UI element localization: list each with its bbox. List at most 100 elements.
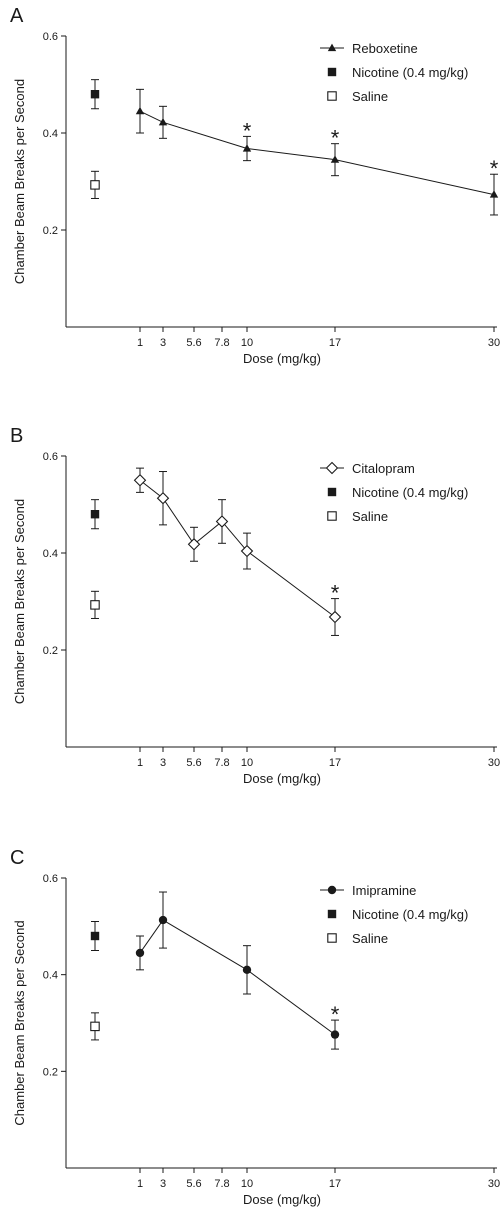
series-nicotine — [90, 921, 100, 951]
significance-marker: * — [331, 126, 340, 151]
y-axis-label: Chamber Beam Breaks per Second — [12, 499, 27, 704]
legend-marker — [327, 67, 337, 77]
y-axis-label: Chamber Beam Breaks per Second — [12, 79, 27, 284]
data-point — [215, 515, 229, 528]
y-tick-label: 0.6 — [43, 873, 58, 885]
legend-marker — [327, 933, 337, 943]
legend-label: Nicotine (0.4 mg/kg) — [352, 485, 468, 500]
panel-label: C — [10, 847, 24, 869]
data-point — [187, 538, 201, 551]
data-point — [135, 948, 145, 958]
legend-label: Saline — [352, 931, 388, 946]
data-point — [328, 610, 342, 624]
legend-entry: Reboxetine — [320, 41, 418, 56]
legend-entry: Saline — [327, 931, 388, 946]
x-tick-label: 3 — [160, 757, 166, 769]
significance-marker: * — [490, 156, 499, 181]
series-line — [139, 919, 336, 1036]
reference-point — [90, 180, 100, 190]
reference-point — [90, 931, 100, 941]
x-tick-label: 30 — [488, 337, 500, 349]
y-tick-label: 0.6 — [43, 31, 58, 43]
series-saline — [90, 590, 100, 619]
legend-label: Citalopram — [352, 461, 415, 476]
y-axis-label: Chamber Beam Breaks per Second — [12, 920, 27, 1125]
legend-entry: Nicotine (0.4 mg/kg) — [327, 65, 468, 80]
y-tick-label: 0.4 — [43, 128, 58, 140]
legend-entry: Nicotine (0.4 mg/kg) — [327, 907, 468, 922]
legend-label: Imipramine — [352, 883, 416, 898]
legend-label: Saline — [352, 89, 388, 104]
significance-marker: * — [243, 118, 252, 143]
series-saline — [90, 170, 100, 199]
legend-entry: Citalopram — [320, 461, 415, 476]
x-tick-label: 5.6 — [186, 757, 201, 769]
x-tick-label: 30 — [488, 757, 500, 769]
data-point — [158, 915, 168, 925]
series-reboxetine: * * * — [135, 88, 499, 216]
legend-marker — [327, 43, 337, 52]
data-point — [242, 144, 252, 152]
legend-marker — [327, 487, 337, 497]
chart-panel-C: C 0.2 0.4 0.6 1 3 5.6 7.8 10 17 30 Dose (mg/kg) Cham… — [10, 847, 500, 1207]
data-point — [489, 190, 499, 198]
legend-label: Nicotine (0.4 mg/kg) — [352, 65, 468, 80]
y-tick-label: 0.6 — [43, 451, 58, 463]
series-line — [139, 479, 336, 618]
reference-point — [90, 510, 100, 519]
panel-label: A — [10, 5, 24, 27]
x-tick-label: 10 — [241, 757, 253, 769]
chart-panel-B: B 0.2 0.4 0.6 1 3 5.6 7.8 10 17 30 Dose (mg/kg) Cham… — [10, 425, 500, 786]
y-tick-label: 0.4 — [43, 970, 58, 982]
legend-entry: Saline — [327, 509, 388, 524]
legend-marker — [327, 511, 337, 521]
data-point — [330, 1030, 340, 1039]
legend-marker — [327, 909, 337, 919]
series-nicotine — [90, 499, 100, 530]
x-tick-label: 1 — [137, 337, 143, 349]
x-axis-label: Dose (mg/kg) — [243, 351, 321, 366]
x-tick-label: 5.6 — [186, 337, 201, 349]
significance-marker: * — [331, 581, 340, 606]
x-tick-label: 17 — [329, 1178, 341, 1190]
series-citalopram: * — [133, 467, 342, 636]
series-nicotine — [90, 79, 100, 110]
x-tick-label: 17 — [329, 757, 341, 769]
y-tick-label: 0.2 — [43, 1066, 58, 1078]
x-tick-label: 1 — [137, 1178, 143, 1190]
series-saline — [90, 1012, 100, 1041]
x-tick-label: 3 — [160, 337, 166, 349]
significance-marker: * — [331, 1002, 340, 1027]
x-axis-label: Dose (mg/kg) — [243, 771, 321, 786]
data-point — [135, 106, 145, 115]
reference-point — [90, 600, 100, 610]
data-point — [158, 117, 168, 126]
y-tick-label: 0.2 — [43, 225, 58, 237]
y-tick-label: 0.2 — [43, 645, 58, 657]
legend-entry: Saline — [327, 89, 388, 104]
legend-entry: Nicotine (0.4 mg/kg) — [327, 485, 468, 500]
x-tick-label: 7.8 — [214, 337, 229, 349]
panel-label: B — [10, 425, 23, 447]
x-tick-label: 10 — [241, 337, 253, 349]
x-tick-label: 7.8 — [214, 1178, 229, 1190]
x-tick-label: 10 — [241, 1178, 253, 1190]
legend-label: Saline — [352, 509, 388, 524]
legend-label: Nicotine (0.4 mg/kg) — [352, 907, 468, 922]
reference-point — [90, 90, 100, 99]
data-point — [240, 544, 254, 558]
legend-entry: Imipramine — [320, 883, 416, 898]
series-imipramine: * — [135, 891, 340, 1050]
x-tick-label: 5.6 — [186, 1178, 201, 1190]
data-point — [156, 491, 170, 505]
data-point — [330, 155, 340, 163]
x-tick-label: 30 — [488, 1178, 500, 1190]
reference-point — [90, 1021, 100, 1032]
x-tick-label: 17 — [329, 337, 341, 349]
data-point — [133, 474, 147, 487]
x-axis-label: Dose (mg/kg) — [243, 1192, 321, 1207]
series-line — [139, 110, 495, 196]
x-tick-label: 1 — [137, 757, 143, 769]
